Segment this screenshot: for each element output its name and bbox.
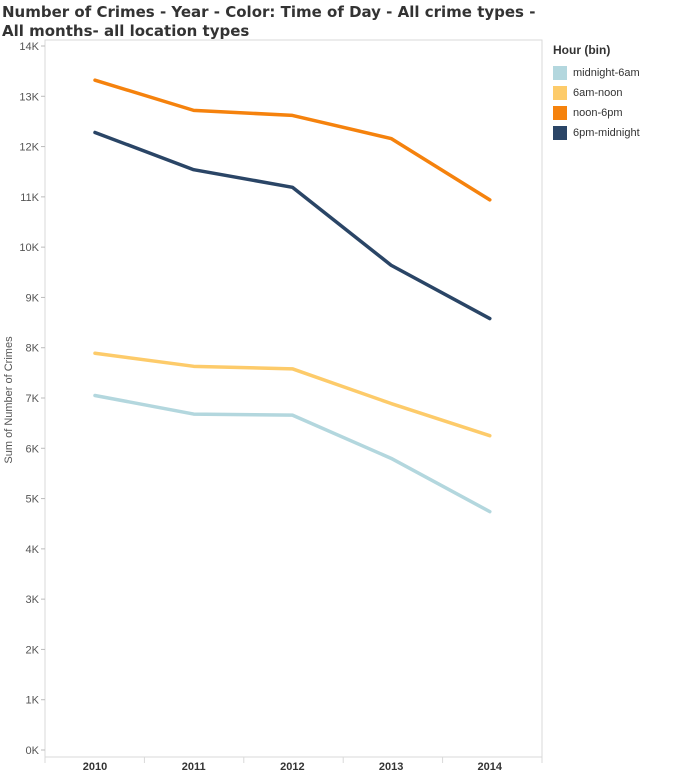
legend-item-noon-6pm[interactable]: noon-6pm [553,103,640,123]
legend-label: 6pm-midnight [573,127,640,139]
y-axis-ticks: 0K 1K 2K 3K 4K 5K 6K 7K 8K 9K 10K 11K 12K 13K 14K [19,41,45,757]
legend-label: midnight-6am [573,67,640,79]
y-tick-label: 1K [26,695,40,707]
legend-swatch [553,106,567,120]
legend-swatch [553,86,567,100]
y-tick-label: 11K [20,192,39,204]
y-tick-label: 12K [19,142,39,154]
x-axis-ticks: 2010 2011 2012 2013 2014 [83,761,503,773]
series-line-noon-6pm [93,78,492,202]
x-tick-label: 2012 [280,761,304,773]
x-tick-label: 2011 [182,761,206,773]
legend-swatch [553,126,567,140]
y-tick-label: 9K [26,292,40,304]
legend-item-midnight-6am[interactable]: midnight-6am [553,63,640,83]
series-line-6pm-midnight [93,130,492,321]
y-axis-label: Sum of Number of Crimes [3,336,15,464]
legend-item-6pm-midnight[interactable]: 6pm-midnight [553,123,640,143]
x-tick-label: 2013 [379,761,403,773]
legend-swatch [553,66,567,80]
y-tick-label: 2K [26,644,40,656]
y-tick-label: 14K [19,41,39,53]
series-lines [93,78,492,514]
series-line-6am-noon [93,351,492,438]
y-tick-label: 3K [26,594,40,606]
series-line-midnight-6am [93,393,492,514]
legend-label: 6am-noon [573,87,623,99]
chart-title: Number of Crimes - Year - Color: Time of… [2,3,536,40]
legend: Hour (bin) midnight-6am 6am-noon noon-6pm 6… [553,43,640,143]
y-tick-label: 13K [19,91,39,103]
y-tick-label: 7K [26,393,40,405]
x-tick-label: 2014 [478,761,503,773]
legend-items: midnight-6am 6am-noon noon-6pm 6pm-midnight [553,63,640,143]
legend-label: noon-6pm [573,107,623,119]
y-tick-label: 0K [26,745,40,757]
y-tick-label: 6K [26,443,40,455]
legend-title: Hour (bin) [553,43,611,57]
x-tick-label: 2010 [83,761,107,773]
y-tick-label: 4K [26,544,40,556]
legend-item-6am-noon[interactable]: 6am-noon [553,83,640,103]
y-tick-label: 10K [19,242,39,254]
y-tick-label: 8K [26,343,40,355]
y-tick-label: 5K [26,494,40,506]
